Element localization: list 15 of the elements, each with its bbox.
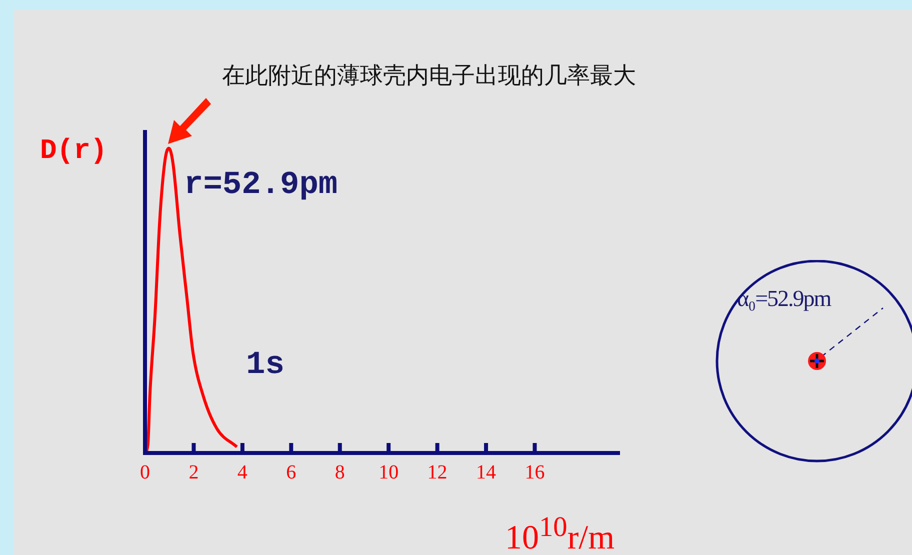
x-tick-label: 16 — [524, 461, 545, 484]
x-tick-label: 12 — [427, 461, 448, 484]
text: α₀=52.9pm — [737, 286, 831, 312]
x-tick-label: 8 — [334, 461, 345, 484]
x-axis-title: 10$^{10}$r/m — [505, 512, 615, 555]
x-tick-label: 0 — [140, 461, 150, 484]
y-axis-title: D(r) — [40, 136, 108, 167]
x-tick-label: 14 — [476, 461, 496, 484]
x-tick-label: 10 — [378, 461, 399, 484]
x-tick-label: 2 — [188, 461, 199, 484]
annotation: r=52.9pm — [184, 166, 338, 203]
x-tick-label: 4 — [237, 461, 248, 484]
x-tick-label: 6 — [286, 461, 296, 484]
chart-title: 在此附近的薄球壳内电子出现的几率最大 — [222, 62, 636, 91]
series-label: 1s — [246, 346, 284, 383]
